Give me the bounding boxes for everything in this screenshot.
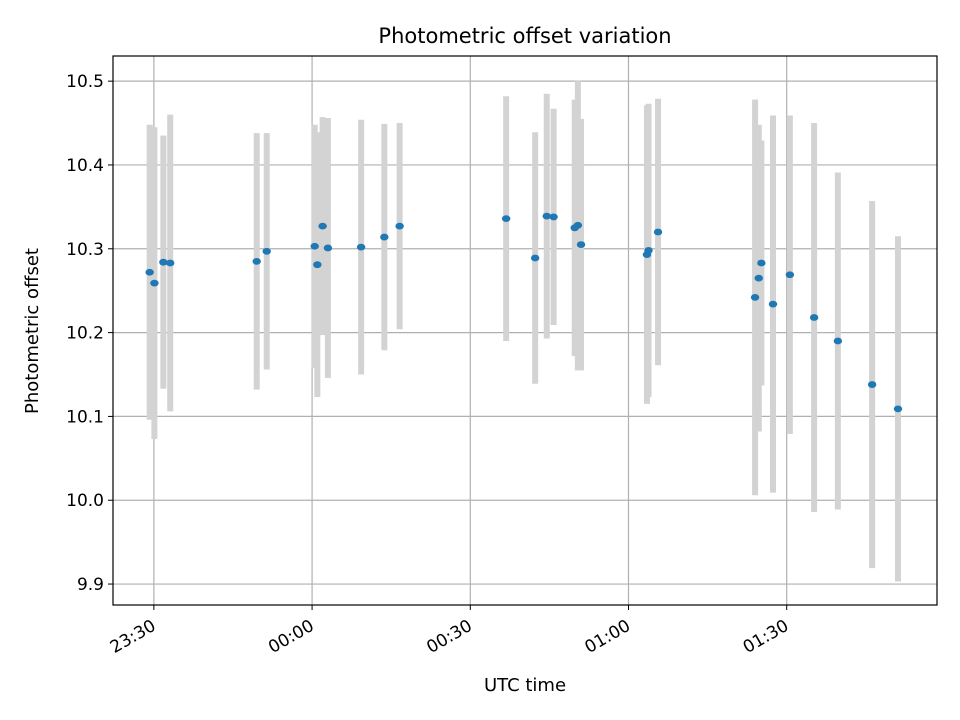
chart-title: Photometric offset variation [378, 24, 671, 48]
y-tick-label: 10.3 [66, 240, 104, 260]
x-axis-label: UTC time [484, 675, 566, 696]
error-bars [146, 80, 901, 582]
data-point [867, 381, 877, 388]
data-point [356, 243, 366, 251]
y-tick-label: 10.2 [66, 324, 104, 344]
grid-lines [113, 56, 937, 605]
plot-area-frame [112, 55, 938, 606]
data-point [542, 212, 551, 220]
x-tick-label: 23:30 [107, 616, 159, 658]
data-point [323, 244, 333, 252]
data-points [145, 212, 903, 413]
data-point [549, 213, 558, 221]
x-tick-label: 01:00 [582, 616, 634, 658]
data-point [809, 314, 819, 321]
data-point [833, 337, 843, 345]
data-point [785, 271, 795, 279]
data-point [150, 279, 159, 287]
x-tick-label: 00:00 [265, 616, 317, 658]
x-tick-label: 01:30 [740, 616, 792, 658]
data-point [750, 293, 760, 301]
data-point [395, 222, 404, 230]
data-point [576, 241, 586, 248]
data-point [145, 268, 154, 276]
y-tick-label: 9.9 [77, 575, 104, 595]
data-point [653, 228, 663, 236]
data-point [313, 261, 322, 269]
y-tick-label: 10.1 [66, 407, 104, 427]
data-point [893, 405, 903, 413]
data-point [159, 258, 168, 266]
data-point [530, 254, 540, 262]
data-point [754, 274, 763, 282]
data-point [262, 247, 271, 255]
x-axis-ticks: 23:30 00:00 00:30 01:00 01:30 [107, 605, 792, 658]
data-point [501, 215, 511, 223]
data-point [644, 247, 653, 254]
y-tick-label: 10.5 [66, 72, 104, 92]
data-point [757, 259, 766, 267]
data-point [318, 222, 327, 230]
y-tick-label: 10.0 [66, 491, 104, 511]
y-axis-label: Photometric offset [22, 248, 43, 414]
data-point [166, 259, 175, 267]
data-point [380, 233, 389, 241]
data-point [252, 257, 261, 265]
y-tick-label: 10.4 [66, 156, 104, 176]
data-point [310, 242, 319, 250]
x-tick-label: 00:30 [423, 616, 475, 658]
data-point [768, 300, 778, 308]
y-axis-ticks: 9.9 10.0 10.1 10.2 10.3 10.4 10.5 [66, 72, 113, 595]
data-point [573, 221, 583, 229]
